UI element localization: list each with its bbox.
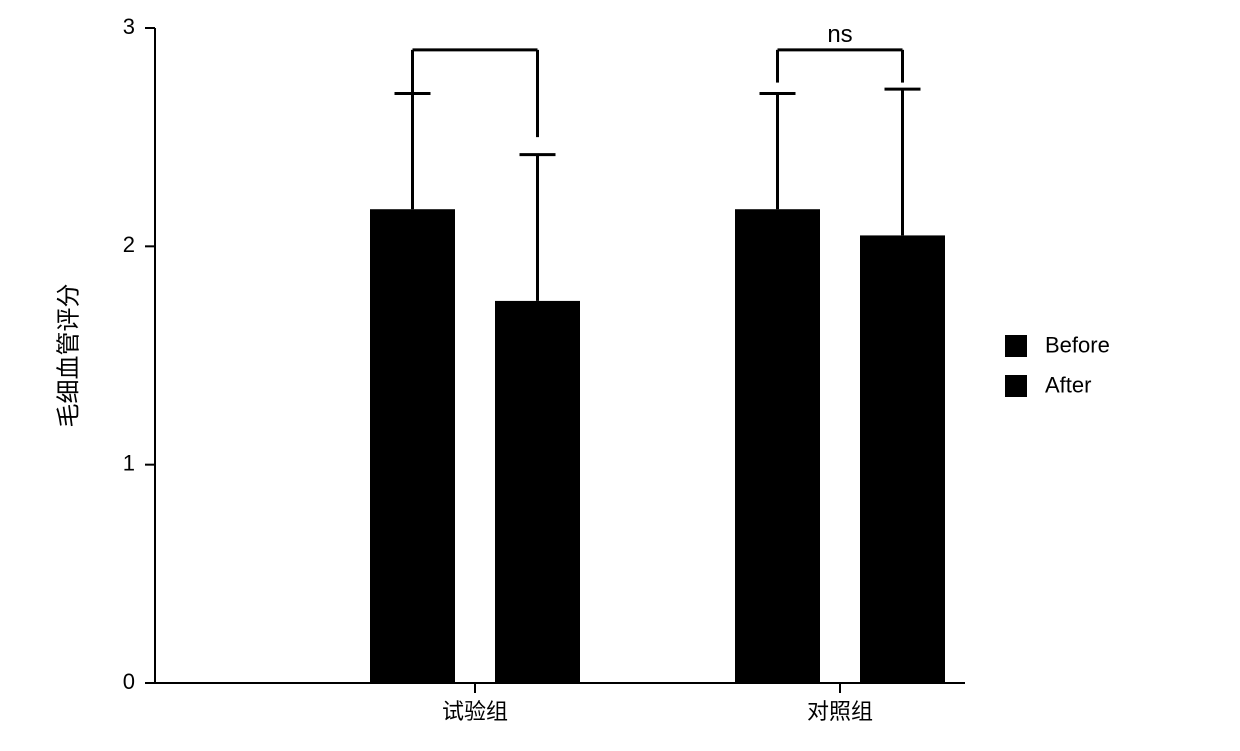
x-category-label: 试验组	[442, 699, 508, 724]
y-tick-label: 2	[123, 232, 135, 257]
capillary-score-bar-chart: 0 1 2 3 毛细血管评分试验组 对照组 ns Before After	[0, 0, 1240, 751]
bar-before	[735, 209, 820, 683]
x-category-label: 对照组	[807, 699, 873, 724]
legend-label: Before	[1045, 333, 1110, 358]
bar-after	[860, 235, 945, 683]
y-axis-label: 毛细血管评分	[55, 284, 82, 428]
y-tick-label: 0	[123, 669, 135, 694]
bar-before	[370, 209, 455, 683]
legend-swatch	[1005, 335, 1027, 357]
y-tick-label: 1	[123, 450, 135, 475]
legend-label: After	[1045, 373, 1091, 398]
sig-label: ns	[827, 21, 852, 48]
bar-after	[495, 301, 580, 683]
legend-swatch	[1005, 375, 1027, 397]
y-tick-label: 3	[123, 14, 135, 39]
